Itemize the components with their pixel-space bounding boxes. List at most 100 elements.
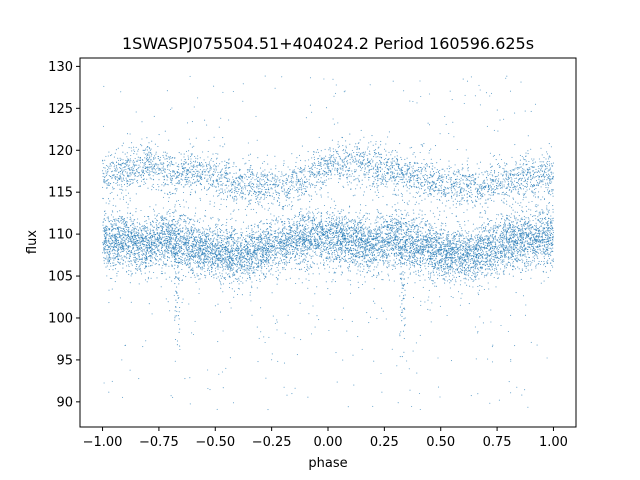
data-point <box>132 221 134 223</box>
data-point <box>461 254 463 256</box>
data-point <box>144 279 147 281</box>
data-point <box>260 307 262 309</box>
data-point <box>241 235 243 237</box>
data-point <box>335 267 337 269</box>
data-point <box>323 246 325 248</box>
data-point <box>313 247 315 250</box>
data-point <box>177 242 179 244</box>
data-point <box>206 233 208 235</box>
data-point <box>454 238 457 240</box>
data-point <box>547 210 549 212</box>
data-point <box>114 237 116 239</box>
data-point <box>359 232 361 234</box>
data-point <box>138 251 140 253</box>
data-point <box>264 239 266 241</box>
data-point <box>487 223 490 225</box>
data-point <box>446 266 448 268</box>
data-point <box>440 225 442 227</box>
data-point <box>218 241 220 243</box>
data-point <box>222 270 224 272</box>
data-point <box>183 250 186 252</box>
data-point <box>427 249 429 251</box>
data-point <box>500 230 502 232</box>
data-point <box>305 245 307 248</box>
data-point <box>152 232 154 234</box>
data-point <box>437 278 439 280</box>
data-point <box>394 217 396 219</box>
data-point <box>363 265 365 267</box>
data-point <box>144 266 147 268</box>
data-point <box>270 258 272 260</box>
data-point <box>510 216 512 218</box>
data-point <box>146 239 148 241</box>
data-point <box>376 236 378 238</box>
data-point <box>276 245 278 247</box>
data-point <box>525 217 527 219</box>
data-point <box>403 236 405 238</box>
data-point <box>226 236 228 238</box>
data-point <box>171 226 173 228</box>
data-point <box>467 232 469 234</box>
data-point <box>350 260 353 262</box>
data-point <box>217 229 219 231</box>
data-point <box>332 228 334 230</box>
data-point <box>330 240 332 242</box>
data-point <box>236 270 238 272</box>
data-point <box>380 223 382 225</box>
data-point <box>105 231 107 233</box>
data-point <box>266 257 268 259</box>
data-point <box>461 233 463 235</box>
data-point <box>476 267 478 269</box>
data-point <box>385 260 387 262</box>
data-point <box>481 248 483 250</box>
data-point <box>117 261 119 263</box>
data-point <box>428 289 430 291</box>
data-point <box>461 265 463 268</box>
data-point <box>345 227 347 230</box>
data-point <box>301 214 303 216</box>
data-point <box>256 255 258 257</box>
data-point <box>424 236 426 238</box>
data-point <box>323 204 326 207</box>
data-point <box>166 225 168 227</box>
data-point <box>225 237 227 239</box>
data-point <box>408 200 410 202</box>
data-point <box>307 245 309 247</box>
data-point <box>318 231 320 233</box>
data-point <box>523 234 525 236</box>
data-point <box>272 237 274 239</box>
data-point <box>547 259 549 261</box>
data-point <box>209 228 211 230</box>
data-point <box>494 260 496 262</box>
data-point <box>459 225 461 228</box>
data-point <box>205 275 207 277</box>
data-point <box>199 229 201 231</box>
data-point <box>262 223 264 225</box>
data-point <box>121 222 123 224</box>
data-point <box>268 244 270 246</box>
data-point <box>239 250 242 252</box>
data-point <box>124 261 126 263</box>
data-point <box>488 243 490 245</box>
data-point <box>227 245 229 247</box>
data-point <box>224 277 226 279</box>
data-point <box>548 247 550 249</box>
data-point <box>242 282 244 284</box>
data-point <box>125 256 127 258</box>
data-point <box>445 238 447 240</box>
data-point <box>271 250 274 252</box>
data-point <box>277 229 279 231</box>
data-point <box>531 261 533 263</box>
data-point <box>129 256 131 258</box>
data-point <box>310 236 313 238</box>
data-point <box>501 244 503 246</box>
data-point <box>143 229 145 231</box>
data-point <box>187 258 189 260</box>
data-point <box>422 250 424 252</box>
data-point <box>511 169 513 171</box>
data-point <box>177 261 179 264</box>
data-point <box>268 248 270 250</box>
data-point <box>350 258 352 260</box>
data-point <box>204 238 206 240</box>
data-point <box>360 228 362 230</box>
